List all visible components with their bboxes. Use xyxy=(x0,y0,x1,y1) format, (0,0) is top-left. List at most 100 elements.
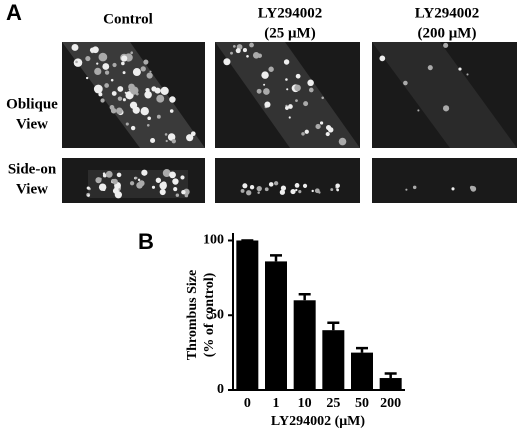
cell-blob xyxy=(104,83,110,88)
image-plane xyxy=(215,42,360,148)
image-frame xyxy=(215,158,360,203)
row-label: View xyxy=(16,116,48,132)
column-header: LY294002 xyxy=(415,5,479,21)
bar xyxy=(379,378,402,390)
cell-blob xyxy=(121,55,128,62)
column-header: Control xyxy=(103,11,153,27)
x-tick-label: 25 xyxy=(326,396,340,411)
x-axis-title: LY294002 (μM) xyxy=(271,414,365,429)
cell-blob xyxy=(165,139,168,143)
cell-blob xyxy=(169,109,174,113)
cell-blob xyxy=(125,122,129,126)
cell-blob xyxy=(155,177,162,183)
row-label: Side-on xyxy=(8,161,57,177)
cell-blob xyxy=(102,188,106,191)
cell-blob xyxy=(89,47,96,53)
cell-blob xyxy=(315,123,321,130)
cell-blob xyxy=(301,132,305,136)
y-tick-label: 0 xyxy=(217,382,224,397)
cell-blob xyxy=(136,182,143,189)
cell-blob xyxy=(240,188,245,193)
cell-blob xyxy=(295,188,298,192)
cell-blob xyxy=(137,178,141,182)
cell-blob xyxy=(116,107,123,115)
cell-blob xyxy=(379,55,386,62)
cell-blob xyxy=(308,87,314,93)
cell-blob xyxy=(288,116,291,119)
cell-blob xyxy=(132,106,140,114)
y-tick-label: 50 xyxy=(210,307,224,322)
cell-blob xyxy=(298,190,302,194)
error-bar xyxy=(270,254,282,262)
cell-blob xyxy=(104,70,110,75)
cell-blob xyxy=(294,84,301,92)
cell-blob xyxy=(285,78,288,81)
cell-blob xyxy=(172,178,179,185)
bar xyxy=(236,240,259,390)
cell-blob xyxy=(249,185,255,190)
cell-blob xyxy=(417,109,420,112)
cell-blob xyxy=(181,189,186,195)
cell-blob xyxy=(96,62,99,65)
cell-blob xyxy=(117,96,123,101)
cell-blob xyxy=(302,183,308,188)
cell-blob xyxy=(73,58,83,67)
cell-blob xyxy=(130,125,136,131)
cell-blob xyxy=(235,48,241,54)
cell-blob xyxy=(328,127,334,133)
cell-blob xyxy=(156,94,165,103)
cell-blob xyxy=(264,187,269,192)
cell-blob xyxy=(403,80,408,86)
x-tick-label: 1 xyxy=(273,396,280,411)
cell-blob xyxy=(162,169,171,178)
cell-blob xyxy=(146,72,153,79)
cell-blob xyxy=(151,185,156,189)
cell-blob xyxy=(190,131,196,137)
cell-blob xyxy=(325,131,330,137)
cell-blob xyxy=(98,52,108,62)
bar xyxy=(265,261,287,390)
row-label: Oblique xyxy=(6,96,58,112)
cell-blob xyxy=(102,172,106,175)
cell-blob xyxy=(279,189,286,195)
column-header: (25 μM) xyxy=(264,25,315,41)
cell-blob xyxy=(180,175,185,180)
error-bar xyxy=(384,372,397,379)
cell-blob xyxy=(318,191,321,194)
cell-blob xyxy=(121,61,125,66)
cell-blob xyxy=(307,79,314,87)
cell-blob xyxy=(263,88,270,95)
error-bar xyxy=(327,321,340,331)
cell-blob xyxy=(405,188,408,191)
cell-blob xyxy=(256,88,262,94)
cell-blob xyxy=(304,129,309,134)
cell-blob xyxy=(159,188,166,196)
bar xyxy=(293,300,316,390)
cell-blob xyxy=(86,186,90,190)
cell-blob xyxy=(146,123,150,127)
cell-blob xyxy=(105,170,113,178)
cell-blob xyxy=(427,65,433,71)
cell-blob xyxy=(466,73,469,76)
cell-blob xyxy=(321,96,324,100)
cell-blob xyxy=(141,169,148,176)
cell-blob xyxy=(112,178,118,185)
cell-blob xyxy=(160,86,169,95)
cell-blob xyxy=(117,86,124,92)
cell-blob xyxy=(311,189,314,193)
bar xyxy=(351,352,373,390)
x-tick-label: 50 xyxy=(355,396,369,411)
image-plane xyxy=(372,42,517,148)
error-bar xyxy=(356,346,368,353)
cell-blob xyxy=(100,98,105,103)
cell-blob xyxy=(122,98,126,102)
cell-blob xyxy=(246,190,252,196)
cell-blob xyxy=(71,43,79,51)
x-tick-label: 10 xyxy=(298,396,312,411)
cell-blob xyxy=(159,182,167,190)
x-tick-label: 200 xyxy=(380,396,401,411)
cell-blob xyxy=(268,66,274,72)
cell-blob xyxy=(283,59,290,65)
cell-blob xyxy=(442,105,450,112)
